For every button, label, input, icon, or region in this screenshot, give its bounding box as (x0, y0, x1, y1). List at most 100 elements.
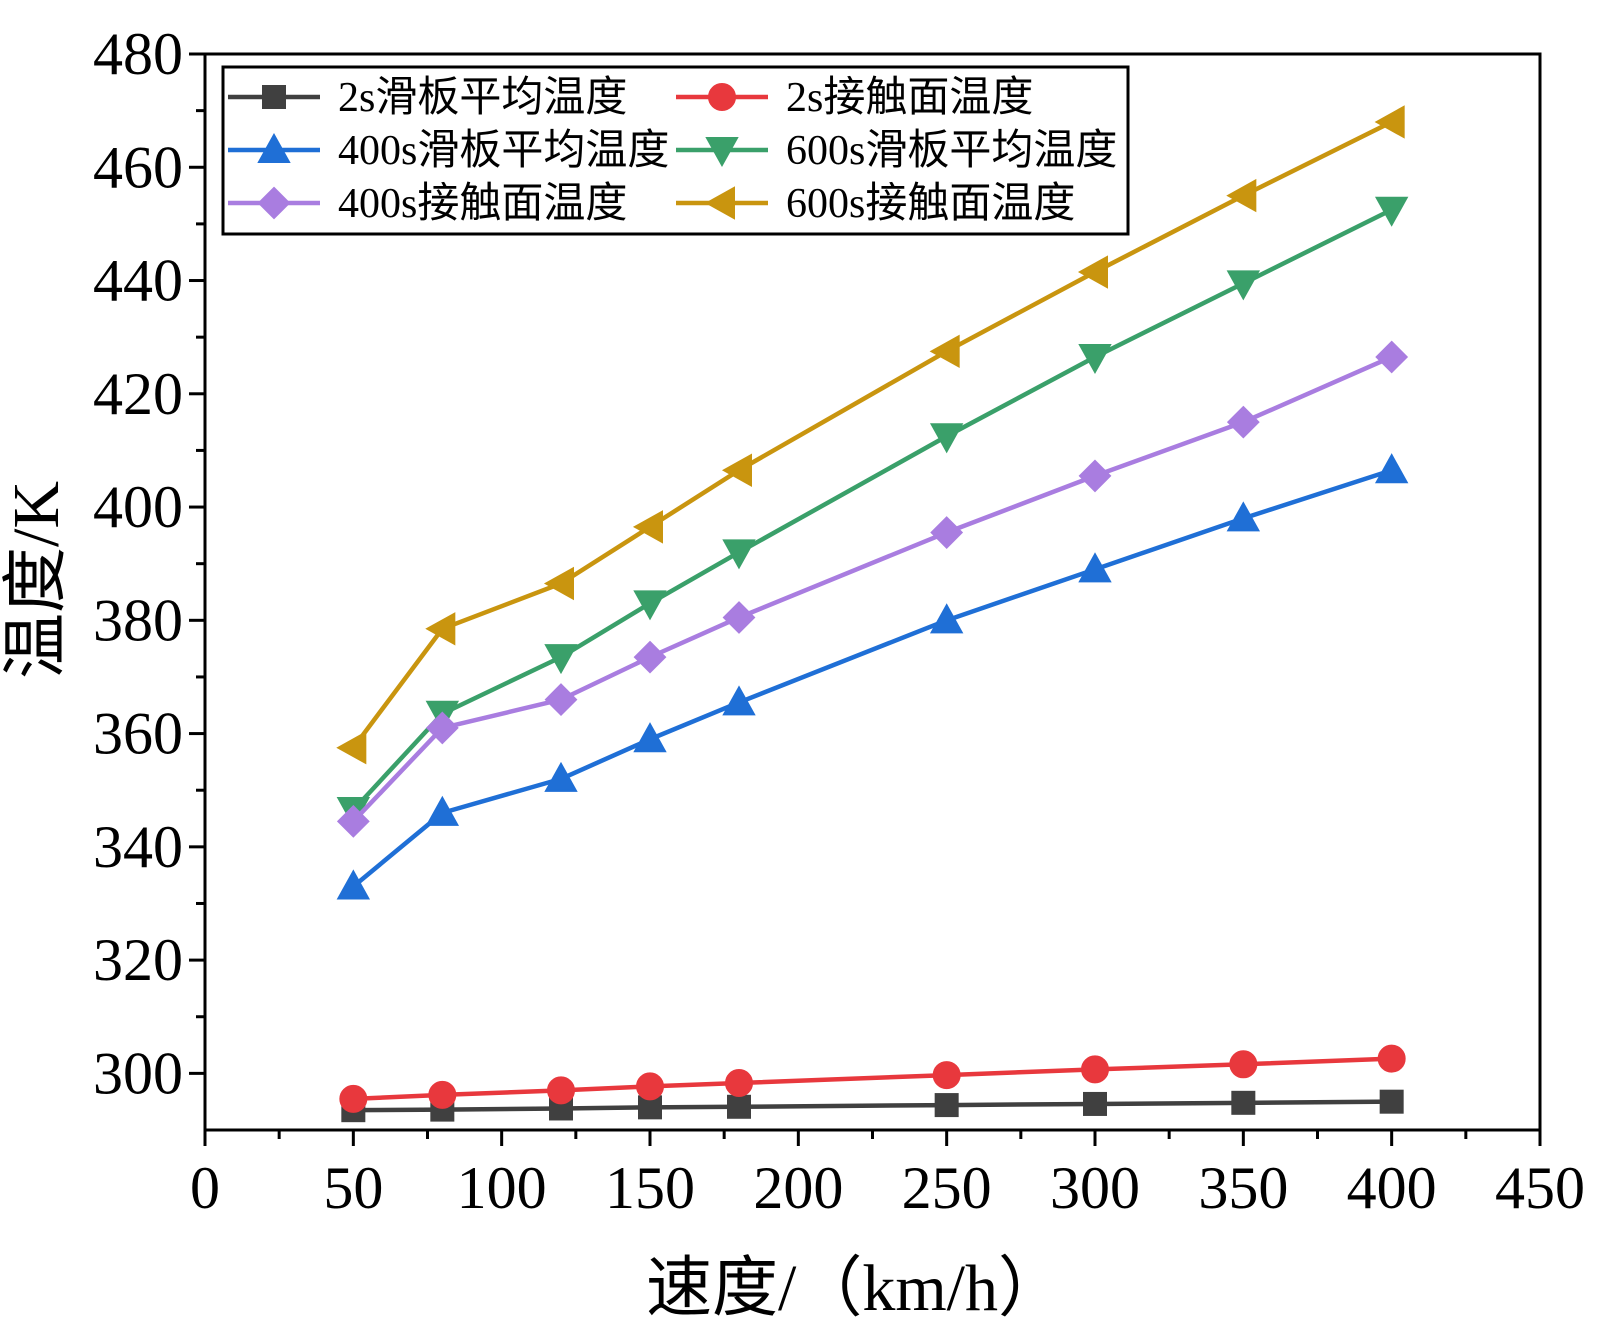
data-point (934, 1093, 959, 1118)
legend-label: 2s滑板平均温度 (338, 75, 627, 121)
x-tick-label: 350 (1198, 1155, 1288, 1221)
data-point (1226, 178, 1257, 213)
data-point (725, 1068, 753, 1097)
y-tick-label: 420 (93, 361, 183, 427)
data-point (544, 761, 578, 792)
data-point (1374, 105, 1405, 139)
data-point (339, 1084, 368, 1113)
data-point (425, 711, 459, 745)
x-tick-label: 0 (190, 1155, 220, 1221)
y-tick-label: 380 (93, 587, 183, 653)
y-axis-title: 温度/K (0, 481, 73, 679)
legend-label: 600s滑板平均温度 (786, 128, 1117, 174)
legend-label: 600s接触面温度 (786, 181, 1075, 227)
series-1 (341, 1089, 1404, 1123)
legend-item: 2s滑板平均温度 (228, 75, 627, 121)
data-point (633, 640, 667, 674)
data-point (727, 1094, 751, 1119)
data-point (1083, 1091, 1107, 1116)
series-2 (339, 1044, 1406, 1113)
data-point (632, 510, 663, 544)
x-tick-label: 300 (1050, 1155, 1140, 1221)
data-point (1081, 1055, 1109, 1084)
data-point (1375, 340, 1409, 374)
data-point (1231, 1090, 1256, 1115)
y-tick-label: 320 (93, 927, 183, 993)
data-point (929, 334, 960, 369)
data-point (721, 453, 752, 487)
y-tick-label: 340 (93, 814, 183, 880)
data-point (425, 795, 460, 826)
data-point (722, 685, 756, 716)
data-point (1078, 459, 1112, 493)
legend-marker (257, 132, 291, 163)
series-6 (336, 105, 1405, 765)
data-point (1226, 405, 1260, 439)
data-point (1078, 343, 1112, 375)
y-tick-label: 460 (93, 134, 183, 200)
data-point (336, 869, 371, 900)
x-tick-label: 100 (457, 1155, 547, 1221)
y-tick-label: 480 (93, 21, 183, 87)
x-tick-label: 450 (1495, 1155, 1585, 1221)
data-point (633, 722, 667, 753)
legend-marker (262, 85, 286, 109)
axes: 0 50 100 150 200 250 300 350 400 450 300 320 340 360 3… (93, 21, 1585, 1221)
series-line (351, 207, 1393, 812)
data-point (428, 1080, 457, 1109)
legend-label: 2s接触面温度 (786, 75, 1033, 121)
data-point (722, 601, 756, 634)
data-point (1374, 196, 1409, 227)
data-point (930, 516, 964, 549)
x-axis-title: 速度/（km/h） (646, 1252, 1064, 1325)
data-point (932, 1061, 961, 1090)
data-point (633, 590, 667, 621)
x-tick-label: 250 (902, 1155, 992, 1221)
legend-label: 400s接触面温度 (338, 181, 627, 227)
data-point (1226, 501, 1261, 532)
y-tick-label: 360 (93, 701, 183, 767)
x-tick-label: 200 (753, 1155, 843, 1221)
data-point (722, 539, 756, 570)
legend-marker (704, 186, 735, 220)
legend-marker (257, 186, 291, 220)
y-tick-label: 400 (93, 474, 183, 540)
data-point (336, 804, 370, 838)
series-5 (336, 340, 1409, 838)
data-point (1377, 1044, 1406, 1073)
legend-label: 400s滑板平均温度 (338, 128, 669, 174)
data-point (636, 1072, 664, 1101)
legend-item: 400s接触面温度 (228, 181, 627, 227)
legend-item: 2s接触面温度 (676, 75, 1033, 121)
data-point (547, 1076, 575, 1105)
plot-series (336, 105, 1409, 1123)
legend-box (221, 65, 1130, 236)
data-point (1078, 552, 1112, 583)
y-tick-label: 300 (93, 1040, 183, 1106)
data-point (929, 603, 964, 634)
data-point (1229, 1050, 1258, 1079)
x-tick-label: 150 (605, 1155, 695, 1221)
legend-item: 400s滑板平均温度 (228, 128, 669, 174)
legend-item: 600s滑板平均温度 (676, 128, 1117, 174)
x-tick-label: 400 (1347, 1155, 1437, 1221)
legend-marker (708, 83, 736, 111)
series-3 (336, 453, 1409, 900)
data-point (1226, 270, 1261, 301)
legend-item: 600s接触面温度 (676, 181, 1075, 227)
data-point (929, 423, 964, 454)
data-point (336, 731, 367, 765)
data-point (1379, 1089, 1404, 1114)
data-point (425, 612, 456, 646)
data-point (544, 644, 578, 675)
legend-marker (705, 137, 739, 168)
data-point (543, 566, 574, 601)
series-line (351, 468, 1393, 889)
data-point (1077, 255, 1108, 289)
legend: 2s滑板平均温度 2s接触面温度 400s滑板平均温度 600s滑板平均温度 400s接… (221, 65, 1130, 236)
y-tick-label: 440 (93, 248, 183, 314)
data-point (544, 683, 578, 717)
data-point (1374, 453, 1409, 484)
x-tick-label: 50 (323, 1155, 383, 1221)
